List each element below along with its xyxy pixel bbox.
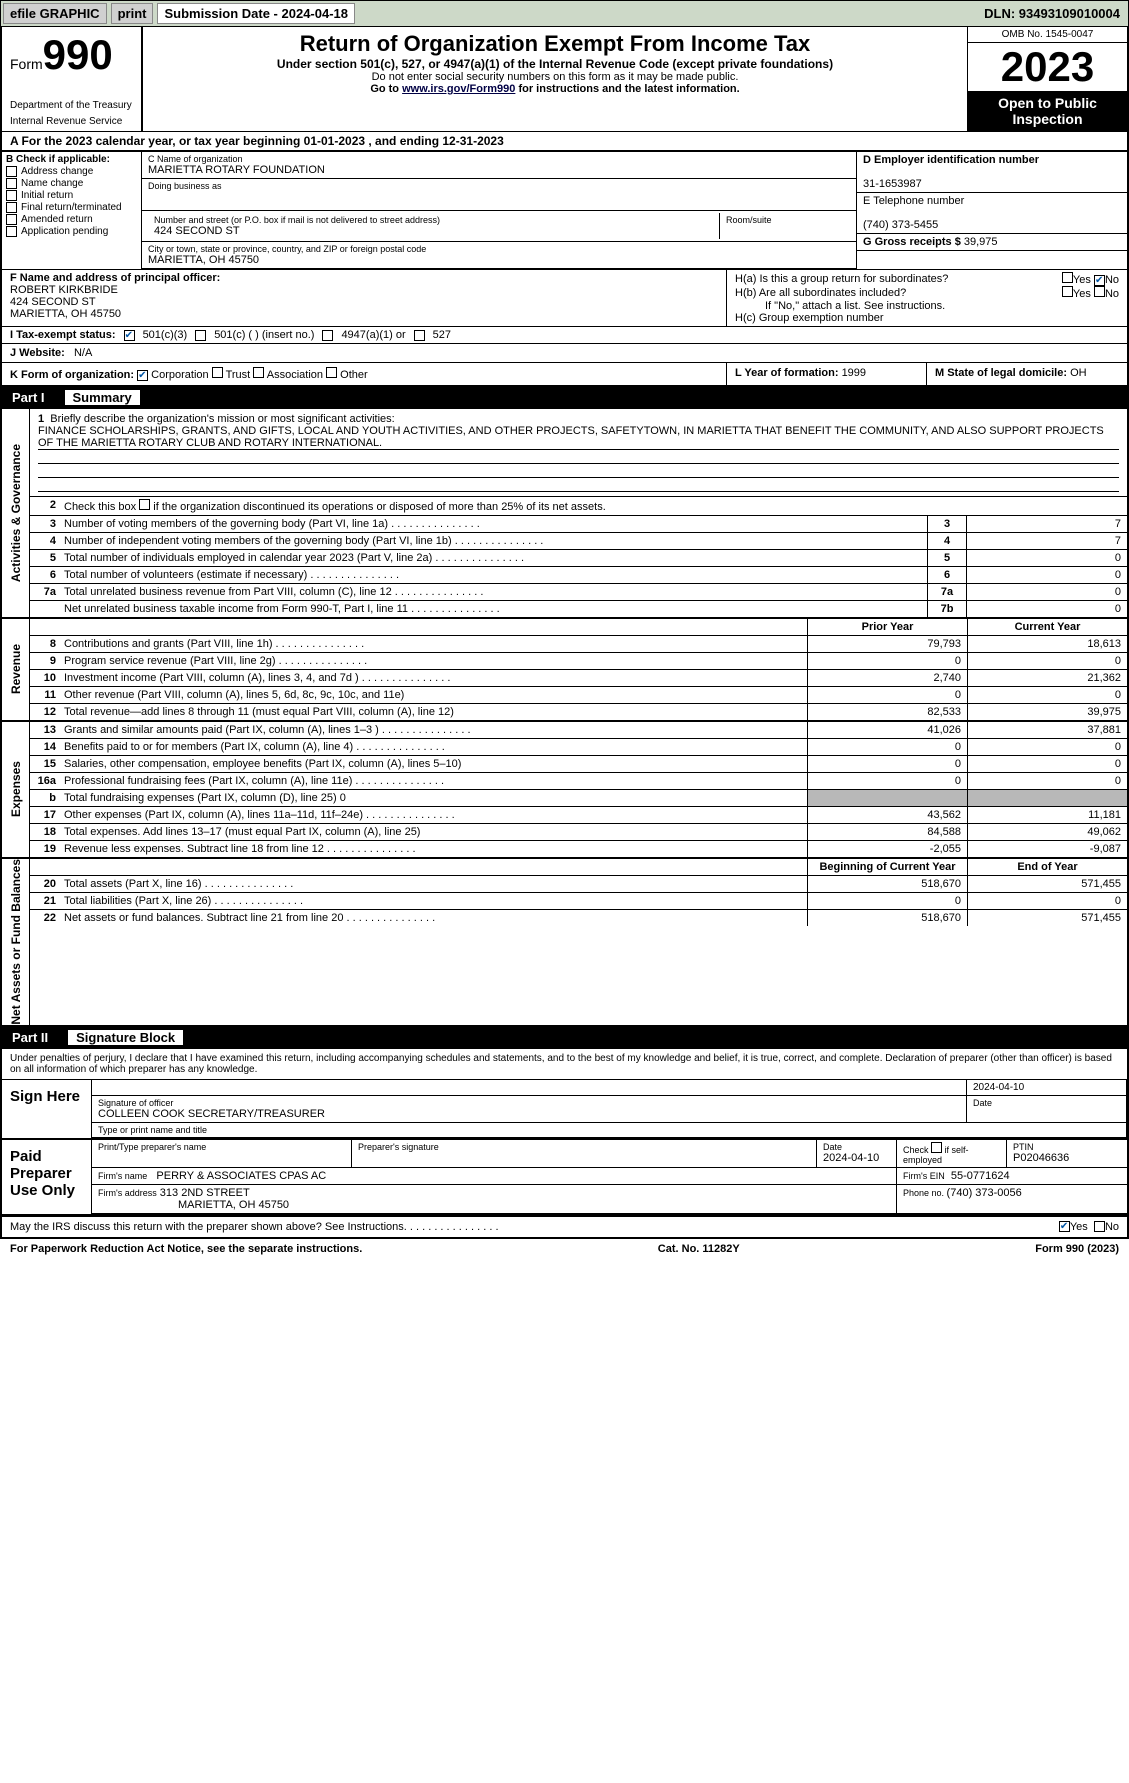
val-3: 7: [967, 516, 1127, 532]
chk-corp[interactable]: [137, 370, 148, 381]
chk-501c[interactable]: [195, 330, 206, 341]
chk-assoc[interactable]: [253, 367, 264, 378]
part1-header: Part ISummary: [2, 387, 1127, 409]
vlabel-expenses: Expenses: [9, 761, 23, 817]
print-btn[interactable]: print: [111, 3, 154, 24]
paid-preparer-label: Paid Preparer Use Only: [2, 1140, 92, 1214]
vlabel-revenue: Revenue: [9, 644, 23, 694]
ptin: P02046636: [1013, 1152, 1121, 1164]
val-6: 0: [967, 567, 1127, 583]
officer-signature: COLLEEN COOK SECRETARY/TREASURER: [98, 1108, 960, 1120]
state-domicile: OH: [1070, 367, 1087, 379]
chk-irs-yes[interactable]: [1059, 1221, 1070, 1232]
tax-exempt-status: I Tax-exempt status: 501(c)(3) 501(c) ( …: [2, 327, 1127, 344]
chk-other[interactable]: [326, 367, 337, 378]
val-7a: 0: [967, 584, 1127, 600]
form-title: Return of Organization Exempt From Incom…: [147, 31, 963, 57]
chk-hb-no[interactable]: [1094, 286, 1105, 297]
org-name: MARIETTA ROTARY FOUNDATION: [148, 164, 850, 176]
may-irs-discuss: May the IRS discuss this return with the…: [10, 1221, 1059, 1233]
public-inspection: Open to Public Inspection: [968, 91, 1127, 131]
chk-name-change[interactable]: [6, 178, 17, 189]
chk-address-change[interactable]: [6, 166, 17, 177]
irs-link[interactable]: www.irs.gov/Form990: [402, 83, 515, 95]
val-4: 7: [967, 533, 1127, 549]
tax-year-line: A For the 2023 calendar year, or tax yea…: [0, 131, 1129, 152]
firm-phone: (740) 373-0056: [947, 1187, 1022, 1199]
firm-ein: 55-0771624: [951, 1170, 1010, 1182]
chk-final-return[interactable]: [6, 202, 17, 213]
dln: DLN: 93493109010004: [984, 6, 1128, 21]
omb-number: OMB No. 1545-0047: [968, 27, 1127, 43]
chk-trust[interactable]: [212, 367, 223, 378]
website: N/A: [74, 347, 92, 359]
mission-text: FINANCE SCHOLARSHIPS, GRANTS, AND GIFTS,…: [38, 425, 1119, 450]
chk-discontinued[interactable]: [139, 499, 150, 510]
perjury-statement: Under penalties of perjury, I declare th…: [2, 1049, 1127, 1080]
efile-btn[interactable]: efile GRAPHIC: [3, 3, 107, 24]
page-footer: For Paperwork Reduction Act Notice, see …: [0, 1239, 1129, 1259]
val-7b: 0: [967, 601, 1127, 617]
chk-initial-return[interactable]: [6, 190, 17, 201]
officer-name: ROBERT KIRKBRIDE: [10, 284, 118, 296]
tax-year: 2023: [968, 43, 1127, 91]
sign-here-label: Sign Here: [2, 1080, 92, 1138]
submission-date: Submission Date - 2024-04-18: [157, 3, 355, 24]
top-toolbar: efile GRAPHIC print Submission Date - 20…: [0, 0, 1129, 27]
chk-irs-no[interactable]: [1094, 1221, 1105, 1232]
form-header: Form990 Department of the Treasury Inter…: [0, 27, 1129, 131]
vlabel-governance: Activities & Governance: [9, 444, 23, 582]
part2-header: Part IISignature Block: [2, 1027, 1127, 1049]
ein: 31-1653987: [863, 178, 922, 190]
chk-ha-yes[interactable]: [1062, 272, 1073, 283]
chk-527[interactable]: [414, 330, 425, 341]
chk-ha-no[interactable]: [1094, 275, 1105, 286]
gross-receipts: 39,975: [964, 236, 998, 248]
vlabel-netassets: Net Assets or Fund Balances: [9, 859, 23, 1025]
rev-8-curr: 18,613: [967, 636, 1127, 652]
year-formation: 1999: [842, 367, 866, 379]
chk-amended[interactable]: [6, 214, 17, 225]
chk-application-pending[interactable]: [6, 226, 17, 237]
telephone: (740) 373-5455: [863, 219, 938, 231]
section-b-checkboxes: B Check if applicable: Address change Na…: [2, 152, 142, 269]
firm-name: PERRY & ASSOCIATES CPAS AC: [156, 1170, 326, 1182]
org-city: MARIETTA, OH 45750: [148, 254, 850, 266]
org-street: 424 SECOND ST: [154, 225, 713, 237]
chk-501c3[interactable]: [124, 330, 135, 341]
chk-4947[interactable]: [322, 330, 333, 341]
chk-self-employed[interactable]: [931, 1142, 942, 1153]
chk-hb-yes[interactable]: [1062, 286, 1073, 297]
rev-8-prior: 79,793: [807, 636, 967, 652]
val-5: 0: [967, 550, 1127, 566]
